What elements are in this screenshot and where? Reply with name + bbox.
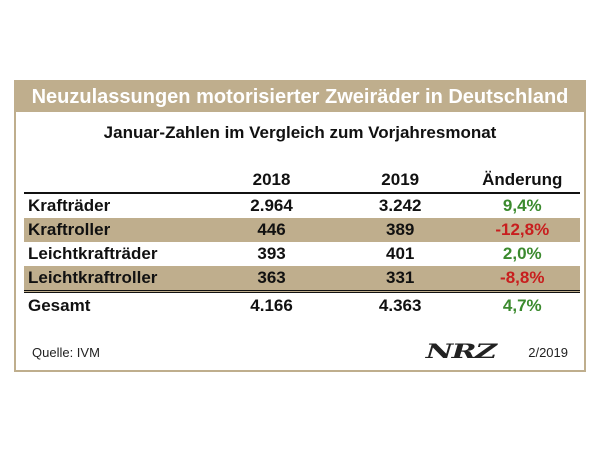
value-2018: 393 (257, 244, 286, 263)
chart-card: Neuzulassungen motorisierter Zweiräder i… (14, 80, 586, 372)
table-row: Leichtkraftroller 363 331 -8,8% (24, 266, 580, 292)
table-row: Kraftroller 446 389 -12,8% (24, 218, 580, 242)
row-label: Leichtkrafträder (28, 244, 158, 263)
value-2019: 3.242 (378, 196, 422, 215)
table-header-row: 2018 2019 Änderung (24, 166, 580, 194)
chart-subtitle: Januar-Zahlen im Vergleich zum Vorjahres… (103, 123, 497, 142)
value-2019: 401 (386, 244, 415, 263)
chart-title: Neuzulassungen motorisierter Zweiräder i… (16, 82, 584, 112)
total-row: Gesamt 4.166 4.363 4,7% (24, 290, 580, 319)
nrz-logo: NRZ (426, 339, 497, 363)
value-2018: 446 (207, 218, 336, 242)
value-change: -12,8% (464, 218, 580, 242)
column-header-2019: 2019 (335, 166, 465, 194)
row-label: Krafträder (28, 196, 111, 215)
value-change: 9,4% (502, 196, 542, 215)
row-label: Kraftroller (24, 218, 208, 242)
column-header-change: Änderung (464, 166, 580, 194)
value-2018: 2.964 (250, 196, 293, 215)
value-change: 4,7% (464, 290, 580, 319)
value-2018: 4.166 (207, 290, 336, 319)
source-note: Quelle: IVM (32, 345, 100, 360)
issue-date: 2/2019 (528, 345, 568, 360)
table-row: Krafträder 2.964 3.242 9,4% (24, 193, 580, 218)
column-header-category (24, 166, 208, 194)
column-header-2018: 2018 (207, 166, 336, 194)
table-row: Leichtkrafträder 393 401 2,0% (24, 242, 580, 266)
value-2019: 4.363 (335, 290, 465, 319)
row-label: Gesamt (24, 290, 208, 319)
value-2018: 363 (207, 266, 336, 292)
value-2019: 331 (335, 266, 465, 292)
value-change: -8,8% (464, 266, 580, 292)
value-2019: 389 (335, 218, 465, 242)
value-change: 2,0% (502, 244, 542, 263)
row-label: Leichtkraftroller (24, 266, 208, 292)
data-table: 2018 2019 Änderung Krafträder 2.964 3.242 9… (24, 166, 580, 319)
